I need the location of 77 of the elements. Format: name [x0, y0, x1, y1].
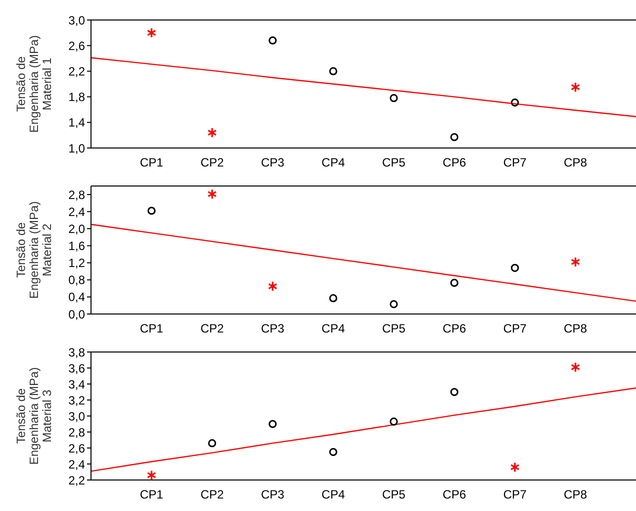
point [390, 418, 398, 426]
point [510, 264, 519, 272]
x-tick-label: CP6 [442, 156, 466, 170]
x-tick-label: CP8 [564, 156, 588, 170]
x-tick-label: CP1 [140, 156, 164, 170]
x-tick-label: CP5 [382, 488, 406, 502]
x-tick-label: CP7 [503, 488, 527, 502]
x-tick-label: CP4 [322, 322, 346, 336]
point [329, 448, 338, 456]
x-tick-label: CP5 [382, 156, 406, 170]
x-tick-label: CP4 [322, 488, 346, 502]
point [148, 206, 156, 215]
x-tick-label: CP4 [322, 156, 346, 170]
point [146, 470, 156, 480]
x-tick-label: CP1 [140, 322, 164, 336]
y-tick-label: 3,8 [68, 345, 86, 360]
point [510, 98, 519, 107]
y-tick-label: 2,6 [68, 441, 86, 456]
point [450, 388, 458, 396]
y-tick-label: 0,0 [68, 307, 86, 322]
y-tick-label: 3,0 [68, 409, 86, 424]
point [510, 462, 520, 472]
point [570, 82, 580, 92]
line-series [91, 224, 636, 302]
y-tick-label: 3,0 [68, 13, 86, 28]
x-tick-label: CP3 [260, 488, 285, 502]
point [329, 67, 338, 76]
point [207, 127, 217, 138]
x-tick-label: CP6 [442, 488, 466, 502]
y-tick-label: 2,4 [68, 457, 86, 472]
x-tick-label: CP2 [200, 488, 224, 502]
y-axis-title: Tensão de Engenharia (MPa) Material 1 [14, 35, 54, 133]
y-tick-label: 2,8 [68, 188, 86, 202]
y-tick-label: 0,8 [68, 273, 86, 288]
line-series [91, 57, 636, 118]
y-tick-label: 3,2 [68, 393, 86, 408]
y-tick-label: 1,0 [68, 141, 86, 156]
point [268, 280, 278, 292]
point [268, 36, 277, 45]
point [329, 294, 338, 302]
x-tick-label: CP2 [200, 156, 224, 170]
point [207, 188, 217, 200]
point [208, 439, 216, 448]
x-tick-label: CP8 [564, 322, 588, 336]
x-tick-label: CP5 [382, 322, 406, 336]
point [146, 28, 156, 38]
point [570, 256, 580, 268]
y-tick-label: 3,4 [68, 377, 86, 392]
y-tick-label: 1,4 [68, 116, 86, 130]
y-tick-label: 1,2 [68, 256, 86, 270]
point [390, 300, 398, 308]
x-tick-label: CP8 [564, 488, 588, 502]
y-tick-label: 2,2 [68, 473, 86, 488]
point [450, 133, 458, 142]
point [450, 278, 458, 287]
y-tick-label: 2,0 [68, 222, 86, 236]
x-tick-label: CP6 [442, 322, 466, 336]
x-tick-label: CP3 [260, 156, 285, 170]
y-tick-label: 2,8 [68, 425, 86, 440]
x-tick-label: CP7 [503, 322, 527, 336]
y-tick-label: 3,6 [68, 361, 86, 376]
y-tick-label: 1,6 [68, 238, 86, 253]
x-tick-label: CP3 [260, 322, 285, 336]
x-tick-label: CP1 [140, 488, 164, 502]
y-tick-label: 2,2 [68, 64, 86, 78]
point [390, 94, 398, 102]
x-tick-label: CP2 [200, 322, 224, 336]
line-series [91, 387, 636, 472]
y-axis-title: Tensão de Engenharia (MPa) Material 3 [14, 367, 54, 465]
point [268, 420, 277, 428]
y-tick-label: 2,4 [68, 204, 86, 219]
x-tick-label: CP7 [503, 156, 527, 170]
y-axis-title: Tensão de Engenharia (MPa) Material 2 [14, 201, 54, 299]
point [570, 362, 580, 372]
y-tick-label: 2,6 [68, 38, 86, 53]
y-tick-label: 1,8 [68, 90, 86, 104]
y-tick-label: 0,4 [68, 290, 86, 304]
